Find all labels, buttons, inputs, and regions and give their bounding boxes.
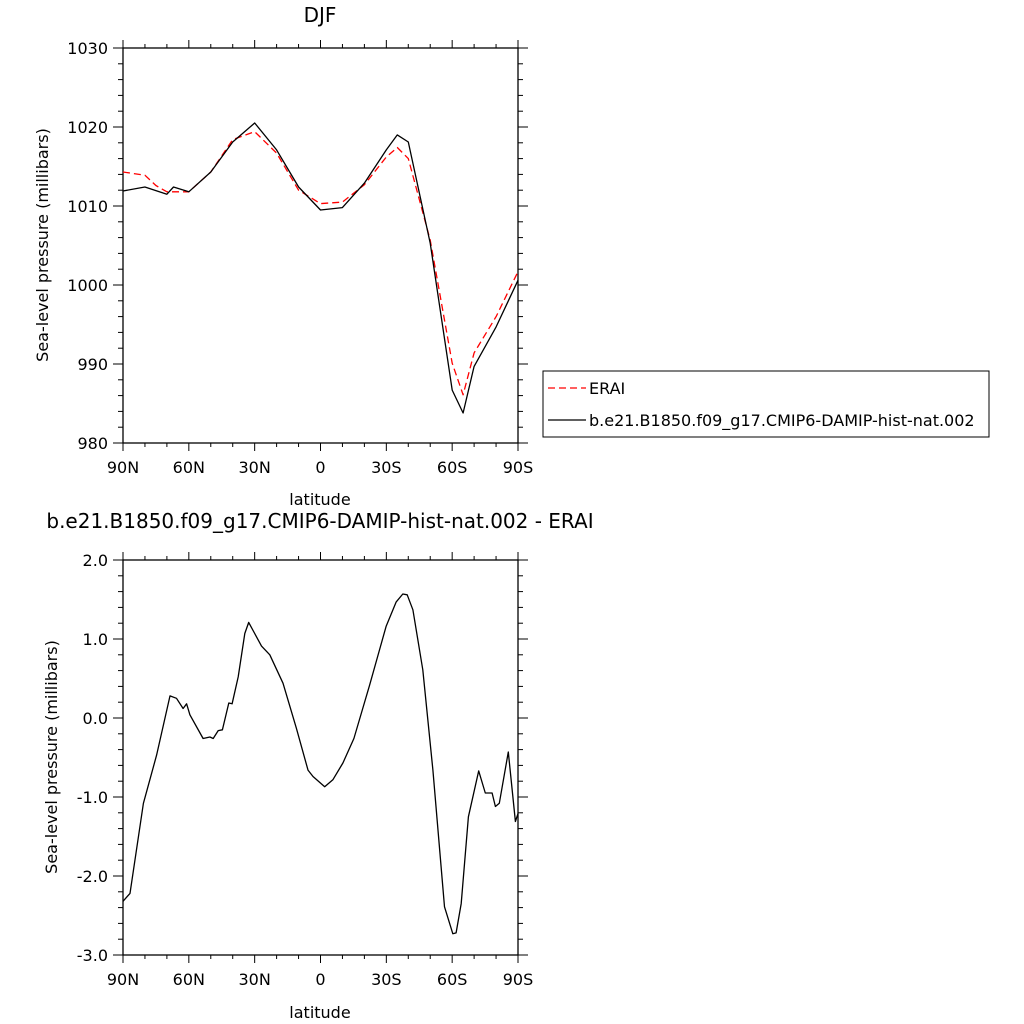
y-tick-label: 1.0 [83, 630, 108, 649]
x-tick-label: 0 [315, 458, 325, 477]
y-tick-label: 1030 [67, 39, 108, 58]
x-tick-label: 90S [503, 458, 534, 477]
x-tick-label: 60N [173, 458, 205, 477]
top-ylabel: Sea-level pressure (millibars) [33, 128, 52, 362]
top-plot: 90N 60N 30N 0 30S 60S 90S 980 990 1000 1010 1020 103… [67, 39, 533, 477]
x-tick-label: 30N [239, 458, 271, 477]
x-tick-label: 30S [371, 970, 402, 989]
y-tick-label: 1020 [67, 118, 108, 137]
bottom-plot: 90N 60N 30N 0 30S 60S 90S -3.0 -2.0 -1.0 0.0 1.0 2.0 [77, 551, 533, 989]
legend: ERAI b.e21.B1850.f09_g17.CMIP6-DAMIP-his… [542, 370, 990, 438]
bottom-title: b.e21.B1850.f09_g17.CMIP6-DAMIP-hist-nat… [46, 509, 593, 533]
legend-model-label: b.e21.B1850.f09_g17.CMIP6-DAMIP-hist-nat… [589, 411, 975, 431]
x-tick-label: 60N [173, 970, 205, 989]
y-tick-label: 1010 [67, 197, 108, 216]
x-tick-label: 90N [107, 970, 139, 989]
x-tick-label: 0 [315, 970, 325, 989]
legend-erai-label: ERAI [589, 379, 625, 398]
y-tick-label: 1000 [67, 276, 108, 295]
y-tick-label: -2.0 [77, 867, 108, 886]
top-title: DJF [304, 3, 337, 27]
x-tick-label: 30N [239, 970, 271, 989]
y-tick-label: 2.0 [83, 551, 108, 570]
series-line-b-e21-b1850-f09-g17-cmip6-damip-hist-nat-002 [122, 122, 519, 414]
plot-frame [122, 559, 519, 956]
y-tick-label: -1.0 [77, 788, 108, 807]
top-xlabel: latitude [289, 490, 350, 509]
x-tick-label: 30S [371, 458, 402, 477]
x-tick-label: 90S [503, 970, 534, 989]
bottom-xlabel: latitude [289, 1003, 350, 1022]
series-line-0 [122, 593, 519, 935]
y-tick-label: 980 [77, 434, 108, 453]
x-tick-label: 60S [437, 970, 468, 989]
y-tick-label: 990 [77, 355, 108, 374]
x-tick-label: 60S [437, 458, 468, 477]
series-line-erai [122, 131, 519, 396]
bottom-ylabel: Sea-level pressure (millibars) [42, 640, 61, 874]
y-tick-label: 0.0 [83, 709, 108, 728]
legend-box [542, 370, 990, 438]
x-tick-label: 90N [107, 458, 139, 477]
y-tick-label: -3.0 [77, 946, 108, 965]
